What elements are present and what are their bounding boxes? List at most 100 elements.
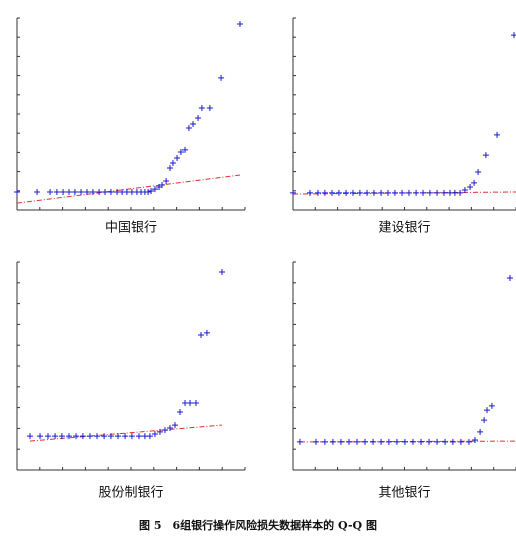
qq-point [451, 189, 458, 196]
qq-point [169, 159, 176, 166]
qq-point [107, 433, 114, 440]
qq-point [115, 433, 122, 440]
qq-point [378, 189, 385, 196]
panel-caption: 中国银行 [105, 221, 157, 236]
qq-point [192, 400, 199, 407]
qq-point [349, 189, 356, 196]
qq-point [53, 188, 60, 195]
qq-point [114, 188, 121, 195]
qq-point [65, 433, 72, 440]
figure-caption: 图 5 6组银行操作风险损失数据样本的 Q-Q 图 [139, 518, 377, 532]
qq-point [426, 438, 433, 445]
qq-point [440, 189, 447, 196]
qq-point [370, 189, 377, 196]
qq-point [426, 189, 433, 196]
qq-point [475, 168, 482, 175]
qq-point [182, 146, 189, 153]
qq-point [148, 187, 155, 194]
qq-point [343, 189, 350, 196]
qq-point [187, 400, 194, 407]
qq-point [156, 428, 163, 435]
qq-point [345, 438, 352, 445]
panel-caption: 其他银行 [378, 486, 430, 501]
reference-line [29, 424, 223, 442]
qq-point [401, 438, 408, 445]
qq-point [203, 329, 210, 336]
qq-point [83, 188, 90, 195]
qq-point [481, 417, 488, 424]
qq-point [107, 188, 114, 195]
qq-point [471, 179, 478, 186]
qq-point [329, 438, 336, 445]
qq-point [52, 433, 59, 440]
qq-point [166, 164, 173, 171]
qq-point [409, 438, 416, 445]
qq-point [218, 268, 225, 275]
qq-point [356, 189, 363, 196]
qq-point [399, 189, 406, 196]
qq-point [335, 189, 342, 196]
qq-point [166, 424, 173, 431]
qq-point [197, 332, 204, 339]
qq-point [413, 189, 420, 196]
qq-point [206, 105, 213, 112]
qq-point [506, 275, 513, 282]
qq-point [405, 189, 412, 196]
qq-point [195, 115, 202, 122]
qq-point [296, 438, 303, 445]
qq-point [128, 188, 135, 195]
qq-point [145, 188, 152, 195]
qq-point [198, 105, 205, 112]
qq-point [471, 437, 478, 444]
qq-point [362, 438, 369, 445]
reference-line [299, 440, 516, 443]
qq-point [494, 131, 501, 138]
qq-point [434, 189, 441, 196]
panel-caption: 股份制银行 [98, 486, 163, 501]
qq-point [135, 433, 142, 440]
qq-point [482, 152, 489, 159]
qq-point [151, 186, 158, 193]
qq-point [163, 178, 170, 185]
qq-point [378, 438, 385, 445]
qq-point [420, 189, 427, 196]
qq-point [321, 438, 328, 445]
qq-point [14, 188, 20, 195]
qq-point [172, 422, 179, 429]
qq-point [86, 433, 93, 440]
qq-point [123, 188, 130, 195]
qq-point [457, 189, 464, 196]
qq-point [457, 438, 464, 445]
qq-point [79, 433, 86, 440]
qq-point [26, 433, 33, 440]
qq-point [71, 188, 78, 195]
qq-point [177, 408, 184, 415]
qq-point [354, 438, 361, 445]
qq-point [73, 433, 80, 440]
qq-point [391, 189, 398, 196]
qq-point [159, 182, 166, 189]
qq-point [60, 188, 67, 195]
qq-point [101, 433, 108, 440]
qq-point [146, 433, 153, 440]
qq-point [461, 187, 468, 194]
qq-point [151, 431, 158, 438]
qq-point [312, 438, 319, 445]
qq-point [306, 189, 313, 196]
qq-point [34, 188, 41, 195]
qq-point [65, 188, 72, 195]
qq-point [161, 427, 168, 434]
qq-point [218, 74, 225, 81]
qq-point [102, 188, 109, 195]
qq-point [182, 400, 189, 407]
qq-point [337, 438, 344, 445]
qq-point [185, 125, 192, 132]
qq-point [122, 433, 129, 440]
panel-caption: 建设银行 [378, 221, 430, 236]
qq-point [47, 188, 54, 195]
qq-point [96, 188, 103, 195]
qq-point [141, 433, 148, 440]
qq-point [128, 433, 135, 440]
qq-point [418, 438, 425, 445]
qq-point [236, 20, 243, 27]
